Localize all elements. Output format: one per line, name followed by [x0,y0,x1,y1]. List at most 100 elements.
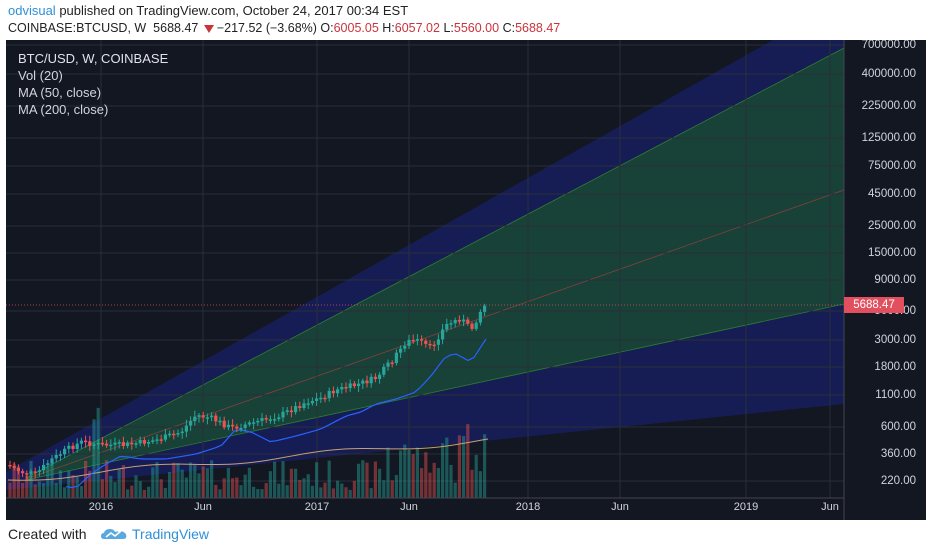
volume-bar [424,452,428,498]
legend-ma200[interactable]: MA (200, close) [18,102,109,117]
volume-bar [126,489,130,498]
candle-body [134,443,138,445]
volume-bar [184,477,188,498]
candle-body [256,420,260,423]
candle-body [285,410,289,412]
candle-body [268,419,272,421]
candle-body [294,406,298,413]
candle-body [193,416,197,422]
candle-body [71,445,75,449]
candle-body [88,441,92,446]
legend-volume[interactable]: Vol (20) [18,68,63,83]
candle-body [172,433,176,436]
volume-bar [449,464,453,498]
outer-channel [6,40,844,490]
volume-bar [96,407,100,498]
volume-bar [462,436,466,498]
candle-body [205,417,209,419]
volume-bar [172,462,176,498]
y-tick-label: 9000.00 [874,274,916,286]
candle-body [155,439,159,441]
volume-bar [264,483,268,498]
candle-body [29,471,33,474]
publish-info: published on TradingView.com, October 24… [59,3,409,18]
open-label: O: [320,21,334,35]
volume-bar [50,462,54,498]
y-tick-label: 125000.00 [861,132,916,144]
candle-body [336,389,340,394]
volume-bar [16,466,20,498]
x-tick-label: 2019 [733,501,759,513]
y-tick-label: 25000.00 [868,220,916,232]
volume-bar [193,465,197,498]
price-chart[interactable]: BTC/USD, W, COINBASE Vol (20) MA (50, cl… [6,40,926,520]
candle-body [130,442,134,445]
volume-bar [100,479,104,498]
close-value: 5688.47 [515,21,561,35]
candle-body [315,398,319,401]
legend-ma50[interactable]: MA (50, close) [18,85,102,100]
volume-bar [411,454,415,498]
volume-bar [58,470,62,498]
candle-body [432,344,436,347]
volume-bar [130,485,134,498]
volume-bar [457,435,461,498]
volume-bar [163,487,167,498]
candle-body [302,403,306,408]
volume-bar [302,478,306,498]
volume-bar [247,467,251,498]
tradingview-cloud-icon[interactable] [100,526,128,542]
candle-body [231,424,235,427]
x-tick-label: Jun [821,501,839,513]
candle-body [12,466,16,468]
created-with-label: Created with [8,526,87,542]
candle-body [226,424,230,428]
candle-body [289,410,293,413]
open-value: 6005.05 [333,21,379,35]
footer: Created with TradingView [0,520,932,550]
volume-bar [470,469,474,498]
volume-bar [294,468,298,498]
volume-bar [138,481,142,498]
candle-body [420,339,424,341]
volume-bar [67,470,71,498]
volume-bar [441,443,445,498]
candle-body [84,440,88,443]
volume-bar [109,475,113,498]
volume-bar [403,444,407,498]
candle-body [428,343,432,346]
username-link[interactable]: odvisual [8,3,56,18]
volume-bar [218,489,222,498]
low-label: L: [443,21,454,35]
candle-body [365,380,369,384]
y-tick-label: 360.00 [880,448,916,460]
candle-body [415,339,419,341]
price-axis[interactable]: 700000.00 400000.00 225000.00 125000.00 … [844,40,926,520]
candle-body [327,390,331,399]
candle-body [79,440,83,444]
volume-bar [231,478,235,498]
candle-body [407,339,411,346]
chart-canvas[interactable] [6,40,926,520]
volume-bar [323,482,327,498]
publish-line: odvisual published on TradingView.com, O… [8,3,408,18]
volume-bar [25,475,29,498]
volume-bar [46,466,50,498]
volume-bar [252,486,256,498]
volume-bar [340,483,344,498]
candle-body [340,387,344,390]
volume-bar [71,475,75,498]
volume-bar [54,482,58,498]
chart-header: odvisual published on TradingView.com, O… [0,0,932,40]
candle-body [462,319,466,322]
time-axis[interactable]: 2016 Jun 2017 Jun 2018 Jun 2019 Jun [6,498,844,520]
candle-body [176,433,180,435]
volume-bar [205,468,209,498]
channel-upper-border [25,47,845,479]
volume-bar [168,471,172,498]
tradingview-brand-link[interactable]: TradingView [132,526,210,542]
candle-body [37,470,41,472]
symbol-line: COINBASE:BTCUSD, W 5688.47 −217.52 (−3.6… [8,21,560,35]
candle-body [117,442,121,444]
candle-body [247,422,251,425]
